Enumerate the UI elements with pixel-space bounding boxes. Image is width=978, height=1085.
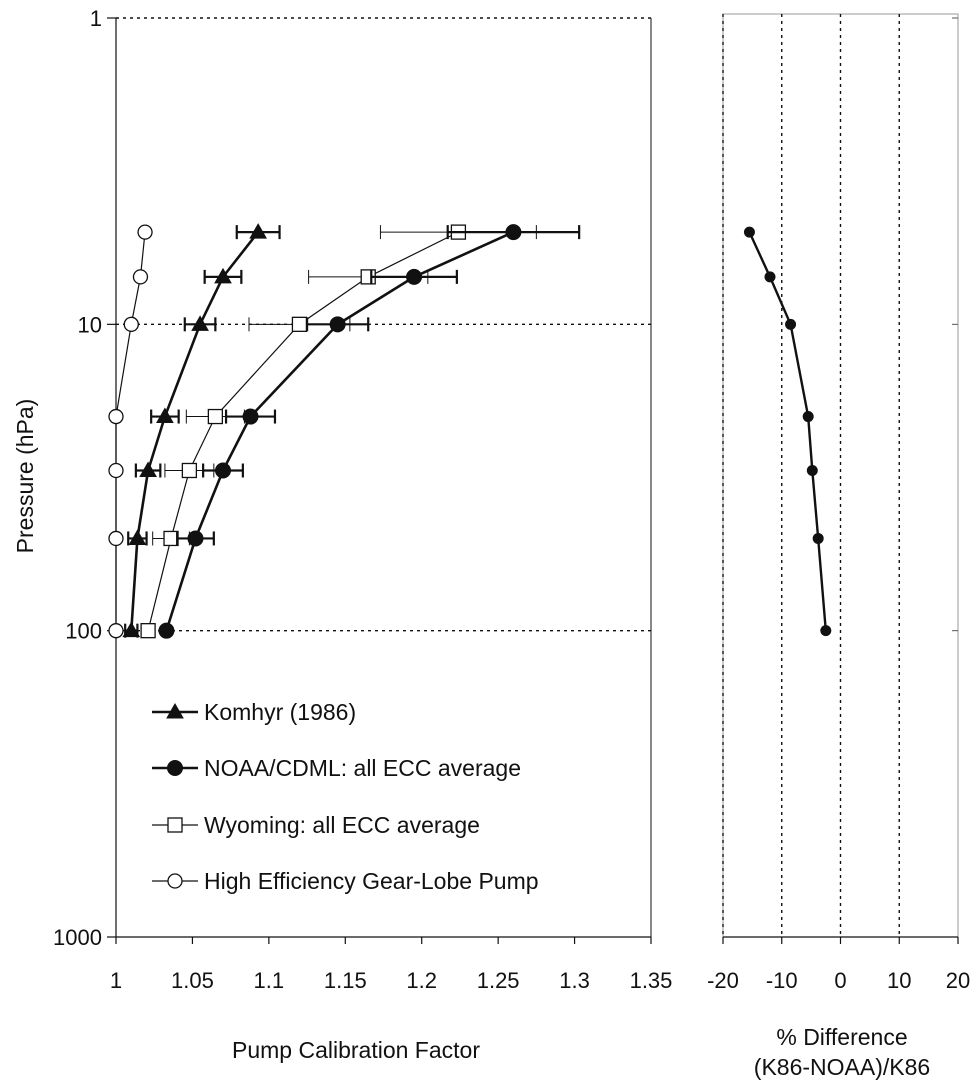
x-tick-label: 1.2 [406,968,437,993]
data-point [181,462,198,479]
right-x-tick-label: 20 [946,968,970,993]
data-point [128,529,147,545]
y-tick-label: 1 [90,6,102,31]
series-line-1 [165,230,514,632]
y-tick-label: 1000 [53,925,102,950]
right-data-point [785,318,797,330]
data-point [214,267,232,284]
right-data-point [802,411,814,423]
data-point [139,461,157,477]
data-point [108,462,124,479]
legend-marker [166,702,184,719]
x-tick-label: 1.3 [559,968,590,993]
data-point [163,530,179,547]
series-line-0 [129,231,260,631]
legend-label: NOAA/CDML: all ECC average [204,755,521,781]
data-point [249,223,268,239]
right-x-tick-label: -20 [707,968,739,993]
data-point [242,408,259,425]
legend-marker [167,760,183,776]
x-tick-label: 1.05 [171,968,214,993]
y-tick-label: 10 [78,312,102,337]
x-axis-title: Pump Calibration Factor [232,1037,480,1063]
data-point [505,224,522,241]
data-point [108,408,124,425]
data-point [108,623,124,639]
right-x-tick-label: -10 [766,968,798,993]
legend-marker [167,817,183,833]
data-point [132,269,149,285]
data-point [291,316,308,332]
right-x-tick-label: 0 [834,968,846,993]
data-point [406,268,423,285]
legend-label: Komhyr (1986) [204,699,356,725]
right-data-point [743,226,755,238]
data-point [329,316,346,333]
data-point [108,530,124,547]
right-x-axis-title: % Difference [776,1024,907,1050]
data-point [215,462,231,479]
series-line-2 [147,231,459,631]
data-point [191,315,209,331]
data-point [156,407,174,424]
x-tick-label: 1.1 [254,968,285,993]
y-tick-label: 100 [65,619,102,644]
right-data-point [764,271,776,283]
data-point [122,621,141,638]
data-point [140,623,156,639]
data-point [158,622,175,639]
data-point [137,224,153,240]
series-line-3 [115,232,146,631]
legend-label: Wyoming: all ECC average [204,812,480,838]
right-data-point [820,625,832,637]
y-axis-title: Pressure (hPa) [12,399,38,554]
x-tick-label: 1.15 [324,968,367,993]
right-x-axis-title-line2: (K86-NOAA)/K86 [754,1054,930,1080]
data-point [187,530,204,547]
legend-marker [167,873,183,889]
x-tick-label: 1 [110,968,122,993]
legend-label: High Efficiency Gear-Lobe Pump [204,868,539,894]
right-data-point [806,464,818,476]
data-point [123,316,139,332]
x-tick-label: 1.25 [477,968,520,993]
x-tick-label: 1.35 [630,968,673,993]
right-data-point [812,532,824,544]
right-x-tick-label: 10 [887,968,911,993]
data-point [207,408,224,425]
right-series-line [748,231,828,631]
